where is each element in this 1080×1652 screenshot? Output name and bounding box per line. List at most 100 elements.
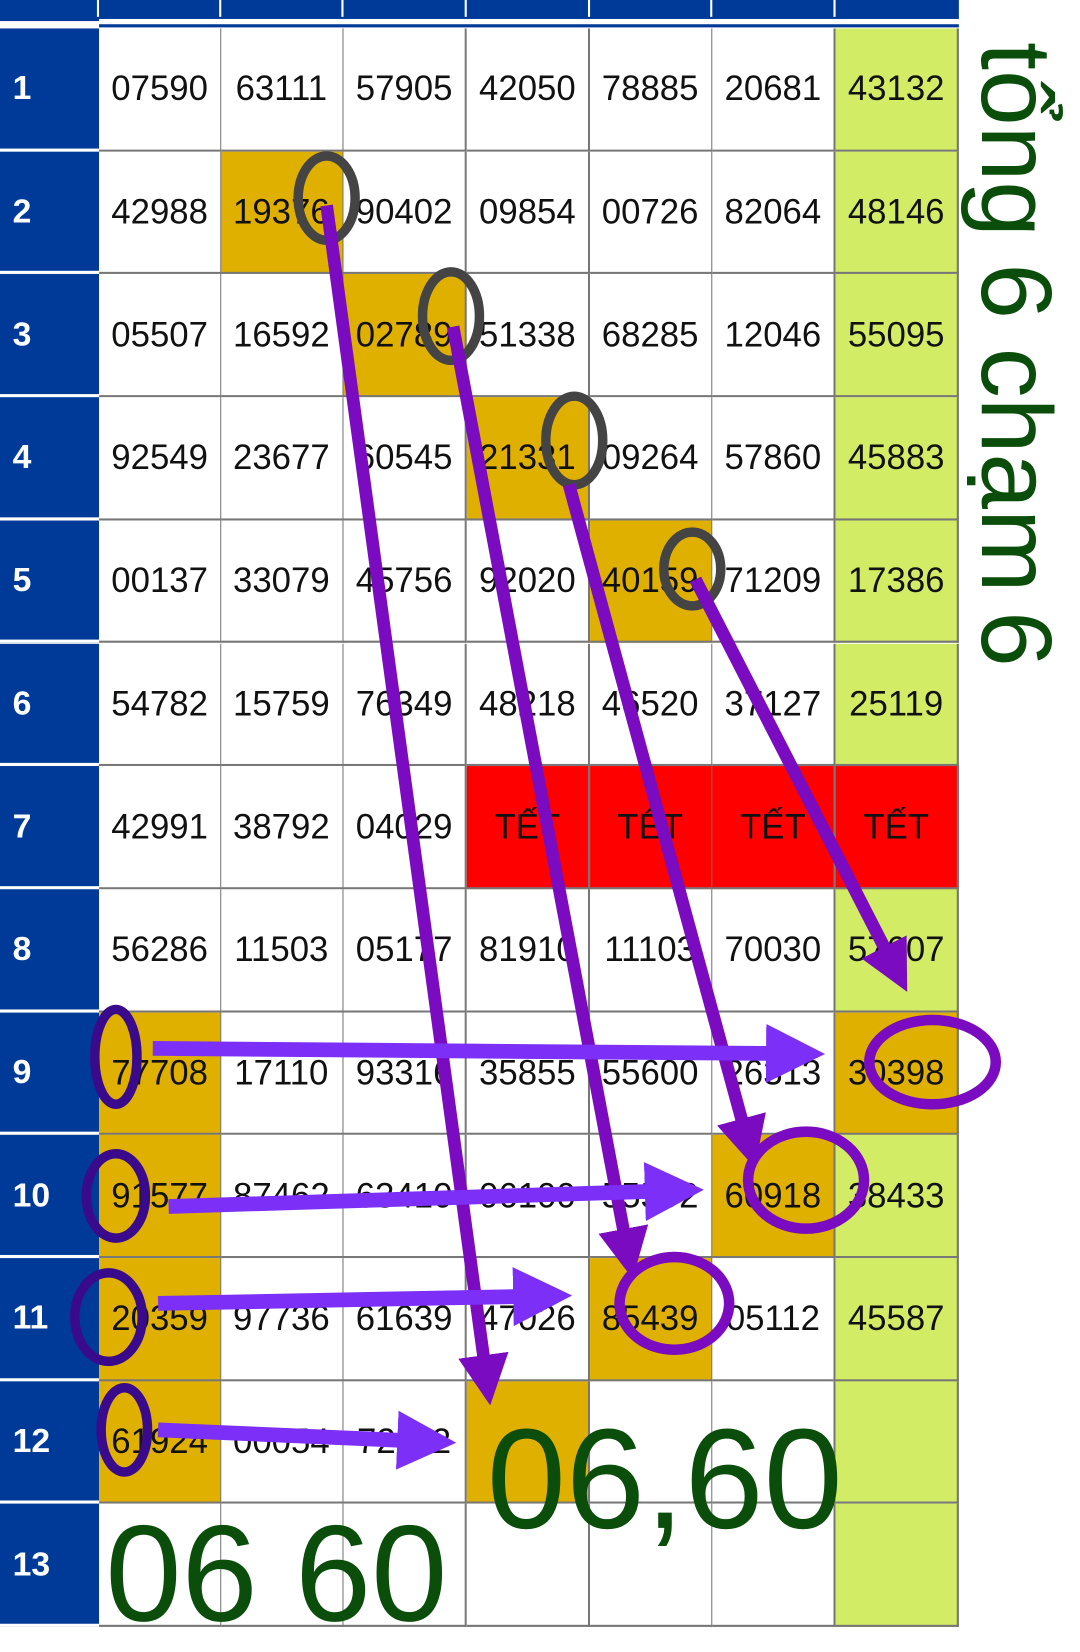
result-cell	[835, 1381, 959, 1505]
result-cell: 46520	[589, 643, 713, 767]
arrow	[320, 204, 509, 1406]
result-cell	[466, 1504, 591, 1627]
result-cell: 42988	[99, 151, 223, 275]
result-cell: 35855	[466, 1012, 591, 1136]
diagonal-arrows	[320, 204, 908, 1406]
result-cell: 05177	[343, 889, 467, 1013]
result-cell	[589, 1381, 713, 1505]
table-row: 5 00137 33079 45756 92020 40159 71209 17386	[0, 520, 959, 644]
header-separator	[464, 0, 467, 17]
arrow	[446, 325, 649, 1279]
table-row: 7 42991 38792 04029 TẾT TẾT TẾT TẾT	[0, 766, 959, 890]
annotation-6a: 6	[960, 263, 1072, 319]
result-cell: 19376	[220, 151, 345, 275]
arrow	[689, 576, 908, 992]
result-cell: 09264	[589, 397, 713, 521]
result-cell: 20681	[712, 28, 836, 152]
row-number: 1	[0, 28, 100, 152]
arrow	[157, 1267, 573, 1327]
result-cell: 05112	[712, 1258, 836, 1382]
table-row: 3 05507 16592 02789 51338 68285 12046 55095	[0, 274, 959, 398]
result-cell	[343, 1504, 467, 1627]
table-row: 2 42988 19376 90402 09854 00726 82064 48146	[0, 151, 959, 275]
result-cell: 70030	[712, 889, 836, 1013]
result-cell: 48146	[835, 151, 959, 275]
result-cell: 15759	[220, 643, 345, 767]
circle-mark	[864, 1014, 1002, 1110]
row-number: 6	[0, 643, 100, 767]
row-number: 2	[0, 151, 100, 275]
result-cell: 42050	[466, 28, 591, 152]
result-cell: 17110	[220, 1012, 345, 1136]
circle-mark	[659, 527, 726, 611]
result-cell: 54782	[99, 643, 223, 767]
header-separator	[833, 0, 836, 17]
circle-mark	[81, 1149, 151, 1243]
result-cell: 51338	[466, 274, 591, 398]
result-cell: 12046	[712, 274, 836, 398]
circle-mark	[70, 1268, 147, 1367]
annotation-tong: tổng	[960, 42, 1072, 237]
result-cell: 56286	[99, 889, 223, 1013]
result-cell: 82064	[712, 151, 836, 275]
result-cell: 45883	[835, 397, 959, 521]
table-row: 13	[0, 1504, 959, 1627]
result-cell: TẾT	[712, 766, 836, 890]
left-circles	[70, 1004, 153, 1477]
horizontal-arrows	[152, 1023, 826, 1470]
result-cell: 57860	[712, 397, 836, 521]
circle-mark	[417, 267, 485, 366]
result-cell: TẾT	[835, 766, 959, 890]
annotation-6b: 6	[960, 611, 1072, 667]
result-cell: 11503	[220, 889, 345, 1013]
header-divider	[99, 18, 959, 28]
result-cell: 92549	[99, 397, 223, 521]
header-separator	[710, 0, 713, 17]
gray-circles	[293, 151, 726, 611]
row-number: 13	[0, 1504, 100, 1627]
result-cell: 43132	[835, 28, 959, 152]
result-cell: 23677	[220, 397, 345, 521]
result-cell	[220, 1504, 345, 1627]
result-cell: 05507	[99, 274, 223, 398]
result-circles	[614, 1014, 1002, 1356]
row-number: 12	[0, 1381, 100, 1505]
table-header	[0, 0, 959, 22]
arrow	[157, 1410, 457, 1470]
annotation-cham: chạm	[960, 348, 1072, 593]
arrow	[562, 483, 766, 1168]
circle-mark	[742, 1126, 870, 1234]
result-cell: 57905	[343, 28, 467, 152]
circle-mark	[614, 1251, 735, 1356]
annotation-result: 06,60	[487, 1400, 843, 1559]
result-cell: 45756	[343, 520, 467, 644]
circle-mark	[96, 1382, 153, 1477]
header-separator	[587, 0, 590, 17]
result-cell	[835, 1504, 959, 1627]
row-number: 9	[0, 1012, 100, 1136]
row-number: 7	[0, 766, 100, 890]
header-separator	[96, 0, 100, 17]
result-cell: 55095	[835, 274, 959, 398]
result-cell: 33079	[220, 520, 345, 644]
result-cell: 78885	[589, 28, 713, 152]
circle-mark	[541, 391, 608, 490]
result-cell: 00726	[589, 151, 713, 275]
row-number: 5	[0, 520, 100, 644]
row-number: 8	[0, 889, 100, 1013]
header-separator	[218, 0, 221, 17]
result-cell: 71209	[712, 520, 836, 644]
result-cell: 16592	[220, 274, 345, 398]
annotation-06: 06	[105, 1498, 257, 1651]
result-cell: 60918	[712, 1135, 836, 1259]
result-cell: 77708	[99, 1012, 223, 1136]
result-cell: 90402	[343, 151, 467, 275]
result-cell	[589, 1504, 713, 1627]
arrow	[168, 1162, 704, 1222]
row-number: 4	[0, 397, 100, 521]
row-number: 3	[0, 274, 100, 398]
result-cell: 55600	[589, 1012, 713, 1136]
annotation-60: 60	[295, 1498, 447, 1651]
